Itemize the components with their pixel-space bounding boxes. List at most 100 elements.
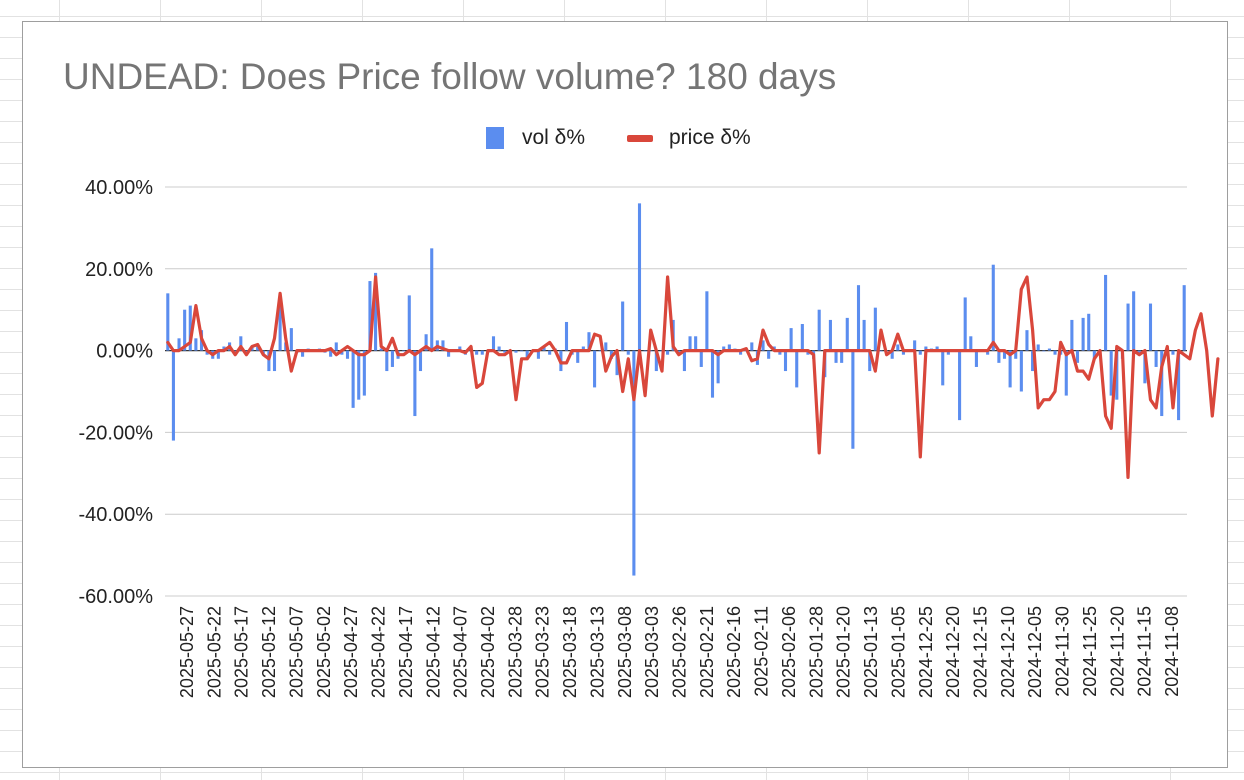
vol-bar	[418, 350, 423, 372]
vol-bar	[194, 338, 198, 351]
vol-bar	[851, 350, 855, 449]
vol-bar	[789, 328, 793, 351]
vol-bar	[183, 309, 187, 351]
x-tick-label: 2025-02-11	[752, 606, 772, 697]
vol-bar	[402, 350, 406, 352]
vol-bar	[896, 344, 900, 351]
x-tick-label: 2024-11-15	[1135, 606, 1155, 697]
vol-bar	[278, 301, 282, 351]
vol-bar	[1137, 350, 1141, 355]
vol-bar	[1070, 319, 1074, 351]
y-tick-label: 0.00%	[96, 341, 153, 363]
vol-bar	[739, 350, 743, 355]
x-tick-label: 2024-12-10	[998, 606, 1018, 698]
vol-bar	[177, 338, 181, 351]
x-tick-label: 2025-05-27	[177, 606, 197, 698]
chart-container[interactable]: UNDEAD: Does Price follow volume? 180 da…	[22, 21, 1228, 768]
vol-bar	[458, 346, 462, 351]
vol-bar	[1031, 350, 1035, 372]
x-tick-label: 2025-04-02	[478, 606, 498, 698]
x-tick-label: 2025-04-22	[369, 606, 389, 698]
x-tick-label: 2025-04-27	[341, 606, 361, 698]
vol-bar	[475, 350, 479, 355]
x-tick-label: 2025-02-16	[724, 606, 744, 698]
vol-bar	[497, 346, 501, 351]
legend-swatch-vol	[486, 127, 504, 149]
vol-bar	[1002, 350, 1007, 359]
vol-bar	[1087, 313, 1091, 351]
x-tick-label: 2025-02-26	[670, 606, 690, 698]
vol-bar	[688, 336, 692, 351]
vol-bar	[666, 350, 670, 355]
vol-bar	[828, 319, 832, 351]
x-tick-label: 2025-01-28	[806, 606, 826, 698]
vol-bar	[171, 350, 175, 441]
x-tick-label: 2025-03-23	[533, 606, 553, 698]
x-tick-label: 2025-01-20	[834, 606, 854, 698]
x-tick-label: 2024-12-20	[943, 606, 963, 698]
vol-bar	[946, 350, 950, 355]
vol-bar	[1154, 350, 1158, 367]
vol-bar	[694, 336, 698, 351]
x-tick-label: 2025-05-07	[286, 606, 306, 698]
x-tick-label: 2024-12-05	[1025, 606, 1045, 698]
legend-label-price: price δ%	[669, 126, 751, 149]
vol-bar	[879, 350, 883, 352]
vol-bar	[767, 350, 771, 359]
vol-bar	[991, 264, 995, 351]
vol-bar	[862, 319, 866, 351]
vol-bar	[514, 350, 518, 353]
vol-bar	[272, 350, 277, 372]
vol-bar	[626, 350, 630, 355]
x-tick-label: 2024-12-15	[971, 606, 991, 698]
vol-bar	[913, 340, 917, 351]
vol-bar	[682, 350, 686, 372]
vol-bar	[974, 350, 978, 367]
x-tick-label: 2025-01-05	[888, 606, 908, 698]
x-tick-label: 2024-11-20	[1107, 606, 1127, 697]
vol-bar	[598, 350, 602, 352]
legend-item-vol[interactable]: vol δ%	[486, 126, 585, 150]
vol-bar	[643, 350, 647, 352]
vol-bar	[430, 248, 434, 351]
vol-bar	[783, 350, 788, 372]
x-tick-label: 2025-05-12	[259, 606, 279, 698]
vol-bar	[581, 346, 585, 351]
vol-bar	[654, 350, 658, 372]
vol-bar	[918, 350, 922, 355]
y-tick-label: -20.00%	[79, 422, 154, 444]
vol-bar	[424, 334, 428, 351]
vol-bar	[503, 350, 507, 353]
vol-bar	[778, 350, 782, 355]
vol-bar	[407, 295, 411, 351]
legend-item-price[interactable]: price δ%	[627, 126, 751, 150]
vol-bar	[329, 350, 333, 357]
vol-bar	[817, 309, 821, 351]
vol-bar	[1143, 350, 1147, 384]
x-tick-label: 2024-11-08	[1162, 606, 1182, 697]
vol-bar	[1171, 350, 1175, 355]
vol-bar	[604, 342, 608, 351]
vol-bar	[548, 350, 552, 355]
vol-bar	[705, 291, 709, 351]
legend-swatch-price	[627, 134, 653, 142]
vol-bar	[1132, 291, 1136, 351]
vol-bar	[795, 350, 799, 388]
vol-bar	[997, 350, 1001, 363]
vol-bar	[351, 350, 355, 408]
vol-bar	[632, 350, 636, 576]
vol-bar	[385, 350, 389, 372]
vol-bar	[1148, 303, 1153, 351]
y-tick-label: -60.00%	[79, 586, 154, 608]
vol-bar	[1008, 350, 1012, 388]
y-tick-label: -40.00%	[79, 504, 154, 526]
vol-bar	[935, 346, 939, 351]
vol-bar	[520, 350, 524, 352]
vol-bar	[334, 342, 338, 351]
vol-bar	[542, 346, 546, 351]
vol-bar	[441, 340, 445, 351]
vol-bar	[1126, 303, 1130, 351]
y-tick-label: 20.00%	[85, 259, 153, 281]
vol-bar	[267, 350, 271, 372]
vol-bar	[969, 336, 973, 351]
